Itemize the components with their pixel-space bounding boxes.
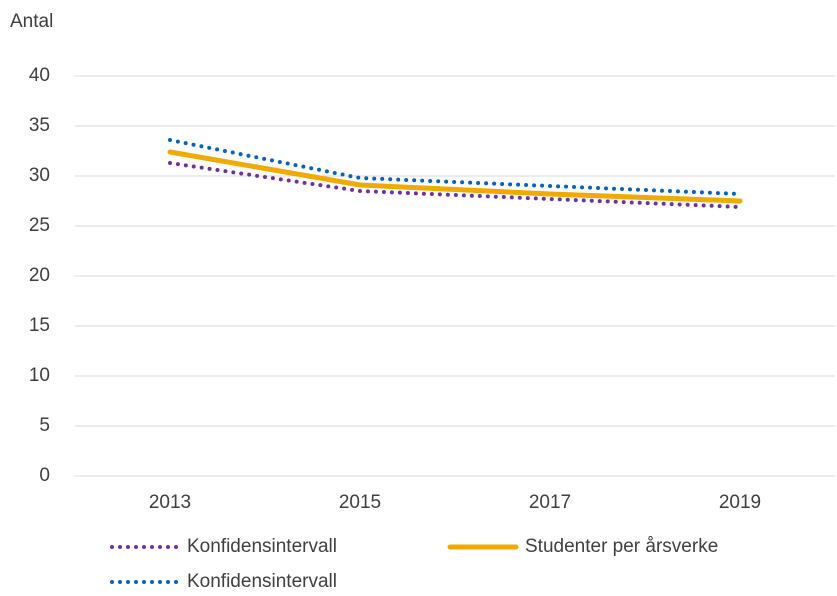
line [167,149,743,204]
legend-label: Konfidensintervall [187,571,337,592]
y-axis-title: Antal [10,11,53,32]
legend-label: Konfidensintervall [187,536,337,557]
line [168,161,742,209]
x-tick-label: 2017 [529,492,571,513]
x-tick-label: 2015 [339,492,381,513]
line [168,138,742,196]
y-tick-label: 10 [29,365,50,386]
y-tick-label: 15 [29,315,50,336]
y-tick-label: 5 [39,415,50,436]
y-tick-label: 0 [39,465,50,486]
x-tick-label: 2019 [719,492,761,513]
legend-label: Studenter per årsverke [525,536,718,557]
y-tick-label: 35 [29,115,50,136]
y-tick-label: 25 [29,215,50,236]
x-tick-label: 2013 [149,492,191,513]
y-tick-label: 30 [29,165,50,186]
y-tick-label: 40 [29,65,50,86]
y-tick-label: 20 [29,265,50,286]
